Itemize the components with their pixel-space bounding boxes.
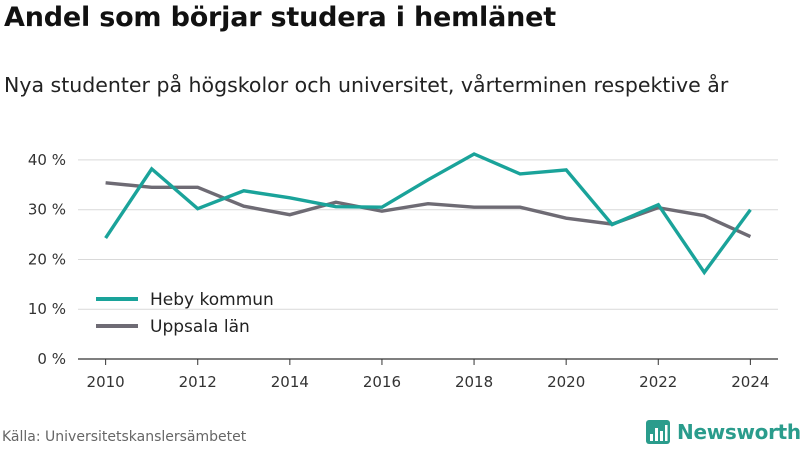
x-tick-label: 2010 xyxy=(87,373,125,391)
y-tick-label: 0 % xyxy=(37,350,66,368)
x-tick-label: 2022 xyxy=(639,373,677,391)
x-tick-label: 2018 xyxy=(455,373,493,391)
bar-chart-logo-icon xyxy=(646,420,670,444)
chart-subtitle: Nya studenter på högskolor och universit… xyxy=(4,73,729,97)
x-axis-ticks: 2010 2012 2014 2016 2018 2020 2022 2024 xyxy=(87,359,769,391)
legend-label: Uppsala län xyxy=(150,317,250,337)
series-lines xyxy=(104,152,752,276)
y-tick-label: 10 % xyxy=(28,300,66,318)
chart-title: Andel som börjar studera i hemlänet xyxy=(4,2,556,33)
brand-name: Newsworthy xyxy=(677,420,800,444)
series-line-heby-kommun xyxy=(104,152,752,276)
brand-logo: Newsworthy xyxy=(645,419,800,445)
y-tick-label: 40 % xyxy=(28,151,66,169)
y-axis-ticks: 0 % 10 % 20 % 30 % 40 % xyxy=(28,151,66,368)
x-tick-label: 2020 xyxy=(547,373,585,391)
chart-legend: Heby kommun Uppsala län xyxy=(96,290,274,337)
legend-label: Heby kommun xyxy=(150,290,274,310)
x-tick-label: 2012 xyxy=(179,373,217,391)
x-tick-label: 2014 xyxy=(271,373,309,391)
x-tick-label: 2016 xyxy=(363,373,401,391)
x-tick-label: 2024 xyxy=(731,373,769,391)
source-note: Källa: Universitetskanslersämbetet xyxy=(2,429,247,445)
y-tick-label: 30 % xyxy=(28,201,66,219)
y-tick-label: 20 % xyxy=(28,250,66,268)
